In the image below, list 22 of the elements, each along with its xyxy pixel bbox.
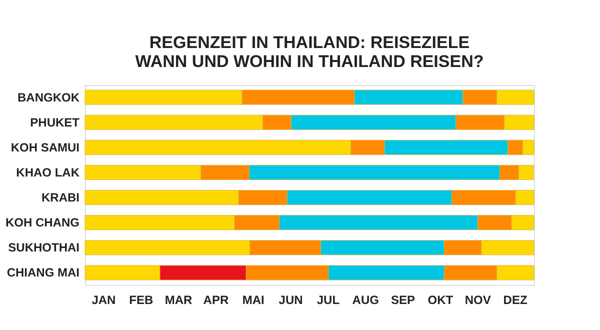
- text: JUL: [316, 293, 340, 307]
- y-tick-label: CHIANG MAI: [6, 266, 80, 280]
- text: MAI: [242, 293, 264, 307]
- y-tick-label: KHAO LAK: [16, 165, 80, 180]
- y-tick-label: BANGKOK: [18, 90, 80, 104]
- text: SEP: [391, 293, 416, 307]
- text: REGENZEIT IN THAILAND: REISEZIELE: [149, 33, 470, 52]
- y-tick-label: KOH SAMUI: [10, 140, 80, 154]
- y-tick-label: KOH CHANG: [6, 216, 80, 230]
- text: AUG: [352, 293, 379, 307]
- y-tick-label: KRABI: [42, 190, 80, 205]
- text: APR: [203, 293, 229, 307]
- text: OKT: [428, 293, 454, 307]
- y-tick-label: PHUKET: [30, 115, 80, 130]
- y-tick-label: SUKHOTHAI: [8, 240, 80, 255]
- text: NOV: [464, 293, 491, 307]
- text: JUN: [278, 293, 303, 307]
- text: MAR: [164, 293, 193, 307]
- text: DEZ: [503, 293, 528, 307]
- text: JAN: [92, 293, 116, 307]
- text: FEB: [129, 293, 154, 307]
- text: WANN UND WOHIN IN THAILAND REISEN?: [135, 52, 484, 71]
